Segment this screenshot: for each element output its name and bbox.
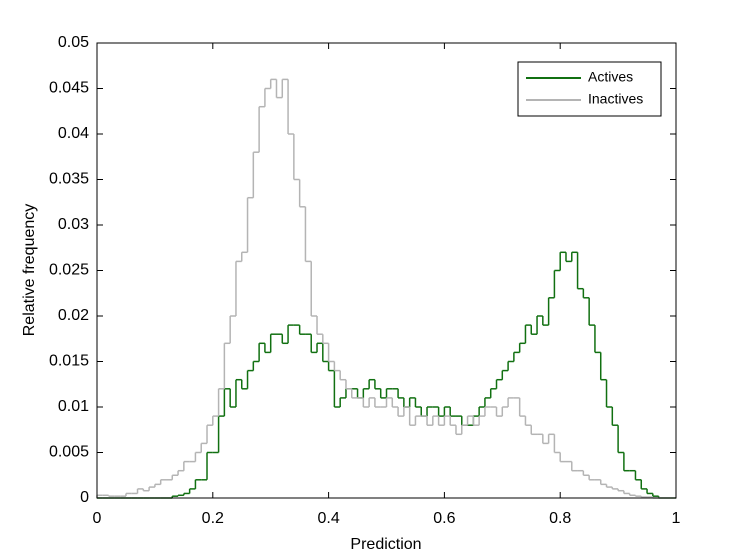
y-tick-label: 0.035	[49, 171, 89, 188]
y-tick-label: 0.02	[58, 307, 89, 324]
y-tick-label: 0.05	[58, 34, 89, 51]
x-tick-label: 0.2	[202, 510, 224, 527]
y-tick-label: 0.04	[58, 125, 89, 142]
y-tick-label: 0.005	[49, 444, 89, 461]
y-tick-label: 0	[80, 489, 89, 506]
legend-box	[517, 61, 662, 117]
x-tick-label: 1	[672, 510, 681, 527]
x-tick-label: 0	[93, 510, 102, 527]
x-tick-label: 0.6	[433, 510, 455, 527]
legend-label: Inactives	[588, 91, 643, 107]
x-tick-label: 0.4	[317, 510, 339, 527]
y-tick-label: 0.025	[49, 262, 89, 279]
x-axis-label: Prediction	[350, 536, 421, 553]
y-tick-label: 0.015	[49, 353, 89, 370]
legend-label: Actives	[588, 69, 633, 85]
y-tick-label: 0.045	[49, 80, 89, 97]
y-tick-label: 0.03	[58, 216, 89, 233]
y-tick-label: 0.01	[58, 398, 89, 415]
y-axis-label: Relative frequency	[21, 204, 38, 337]
x-tick-label: 0.8	[549, 510, 571, 527]
